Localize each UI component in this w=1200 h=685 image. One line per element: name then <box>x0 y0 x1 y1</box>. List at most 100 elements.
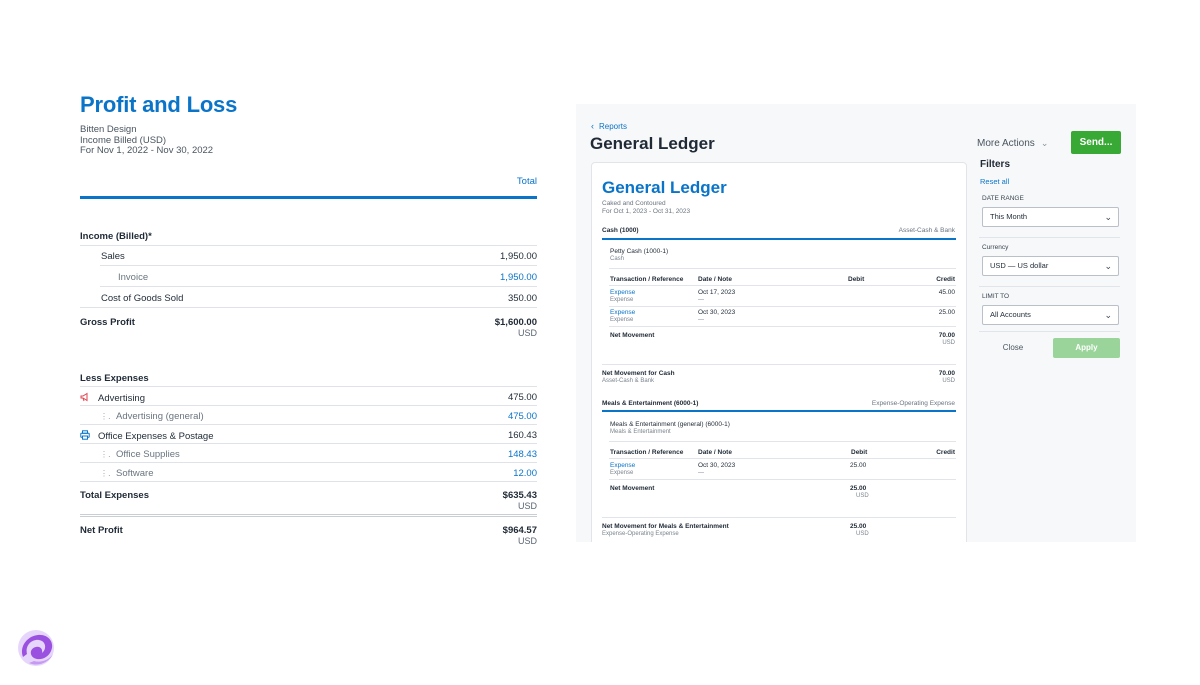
net-cash-currency: USD <box>942 378 955 384</box>
more-actions-label: More Actions <box>977 138 1035 149</box>
col-debit: Debit <box>851 449 868 456</box>
divider <box>979 237 1120 238</box>
meals-general-sub: Meals & Entertainment <box>610 429 671 435</box>
advertising-general-value[interactable]: 475.00 <box>507 411 537 422</box>
chevron-down-icon: ⌄ <box>1104 310 1112 320</box>
invoice-value[interactable]: 1,950.00 <box>500 272 537 283</box>
gross-profit-currency: USD <box>517 328 537 338</box>
tx1-date: Oct 17, 2023 <box>698 289 736 296</box>
chevron-left-icon: ‹ <box>591 121 594 131</box>
currency-select[interactable]: USD — US dollar ⌄ <box>982 256 1119 276</box>
profit-loss-report: Profit and Loss Bitten Design Income Bil… <box>80 92 537 546</box>
back-to-reports-link[interactable]: ‹ Reports <box>591 121 627 131</box>
divider <box>609 326 956 327</box>
total-expenses-currency: USD <box>517 501 537 511</box>
meals-general-account: Meals & Entertainment (general) (6000-1) <box>610 421 730 428</box>
cogs-value: 350.00 <box>507 293 537 304</box>
office-supplies-value[interactable]: 148.43 <box>507 449 537 460</box>
net-movement-value: 70.00 <box>938 332 955 339</box>
divider <box>979 331 1120 332</box>
send-button[interactable]: Send... <box>1071 131 1121 154</box>
cash-section-title: Cash (1000) <box>602 227 639 234</box>
date-range-select[interactable]: This Month ⌄ <box>982 207 1119 227</box>
software-value[interactable]: 12.00 <box>513 468 537 479</box>
tx3-type-link[interactable]: Expense <box>610 462 636 469</box>
tx1-type-link[interactable]: Expense <box>610 289 636 296</box>
divider <box>602 364 956 365</box>
net-movement-label: Net Movement <box>610 332 655 339</box>
income-label: Income (Billed)* <box>80 231 152 242</box>
back-label: Reports <box>599 122 628 131</box>
cogs-label: Cost of Goods Sold <box>101 293 184 304</box>
close-button[interactable]: Close <box>1002 343 1024 352</box>
apply-button[interactable]: Apply <box>1053 338 1120 358</box>
net-movement-2-currency: USD <box>856 493 869 499</box>
col-debit: Debit <box>848 276 865 283</box>
divider <box>100 286 537 287</box>
report-meta: Bitten Design Income Billed (USD) For No… <box>80 124 537 157</box>
col-credit: Credit <box>936 449 955 456</box>
col-date: Date / Note <box>698 449 732 456</box>
megaphone-icon <box>80 392 88 402</box>
tx3-note: — <box>698 470 704 476</box>
net-movement-currency: USD <box>942 340 955 346</box>
col-transaction: Transaction / Reference <box>610 276 684 283</box>
net-cash-value: 70.00 <box>938 370 955 377</box>
report-preview-card: General Ledger Caked and Contoured For O… <box>591 162 967 542</box>
cash-section-type: Asset-Cash & Bank <box>898 227 955 234</box>
invoice-label: Invoice <box>118 272 149 283</box>
divider <box>609 441 956 442</box>
divider <box>609 458 956 459</box>
printer-icon <box>80 430 90 440</box>
reset-all-link[interactable]: Reset all <box>980 177 1010 186</box>
tx1-note: — <box>698 297 704 303</box>
divider <box>80 386 537 387</box>
limit-to-label: LIMIT TO <box>982 293 1010 300</box>
limit-to-select[interactable]: All Accounts ⌄ <box>982 305 1119 325</box>
tx1-credit: 45.00 <box>938 289 955 296</box>
office-expenses-label: Office Expenses & Postage <box>98 431 214 442</box>
report-basis: Income Billed (USD) <box>80 134 167 146</box>
tx2-date: Oct 30, 2023 <box>698 309 736 316</box>
brand-logo-icon <box>18 630 54 666</box>
net-cash-label: Net Movement for Cash <box>602 370 675 377</box>
company-name: Bitten Design <box>80 124 137 135</box>
subaccount-icon: ⋮․ <box>100 469 111 478</box>
gross-profit-value: $1,600.00 <box>494 317 537 328</box>
date-range-label: DATE RANGE <box>982 195 1024 202</box>
report-period: For Nov 1, 2022 - Nov 30, 2022 <box>80 145 214 156</box>
divider <box>80 307 537 308</box>
less-expenses-label: Less Expenses <box>80 373 149 384</box>
section-divider <box>602 238 956 240</box>
general-ledger-panel: ‹ Reports General Ledger More Actions ⌄ Se… <box>576 104 1136 542</box>
col-transaction: Transaction / Reference <box>610 449 684 456</box>
petty-cash-account: Petty Cash (1000-1) <box>610 248 669 255</box>
meals-section-title: Meals & Entertainment (6000-1) <box>602 400 699 407</box>
divider <box>80 405 537 406</box>
tx2-type-link[interactable]: Expense <box>610 309 636 316</box>
tx3-date: Oct 30, 2023 <box>698 462 736 469</box>
date-range-value: This Month <box>990 212 1028 221</box>
chevron-down-icon: ⌄ <box>1040 138 1049 148</box>
net-meals-label: Net Movement for Meals & Entertainment <box>602 523 729 530</box>
divider <box>80 443 537 444</box>
divider <box>80 481 537 482</box>
report-title: Profit and Loss <box>80 92 238 117</box>
divider <box>609 479 956 480</box>
card-company: Caked and Contoured <box>602 200 666 207</box>
net-profit-value: $964.57 <box>502 525 537 536</box>
more-actions-menu[interactable]: More Actions ⌄ <box>977 138 1048 149</box>
tx2-credit: 25.00 <box>938 309 955 316</box>
net-movement-2-label: Net Movement <box>610 485 655 492</box>
page-title: General Ledger <box>590 134 715 153</box>
divider <box>609 268 956 269</box>
tx2-ref: Expense <box>610 317 634 323</box>
currency-value: USD — US dollar <box>990 261 1049 270</box>
divider <box>80 245 537 246</box>
net-meals-currency: USD <box>856 531 869 537</box>
subaccount-icon: ⋮․ <box>100 450 111 459</box>
divider <box>602 517 956 518</box>
subaccount-icon: ⋮․ <box>100 412 111 421</box>
section-divider <box>602 410 956 412</box>
divider <box>80 424 537 425</box>
